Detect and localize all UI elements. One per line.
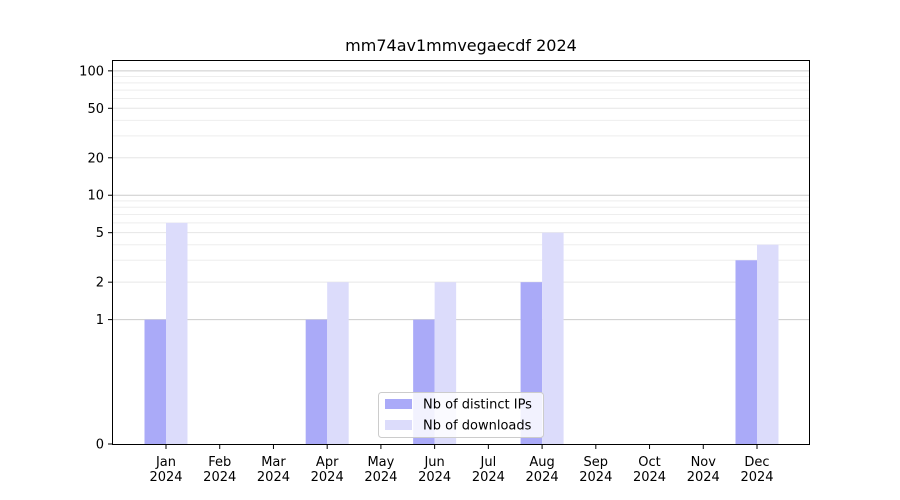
y-tick-label: 10 <box>87 189 104 204</box>
grid-layer <box>113 70 809 321</box>
legend: Nb of distinct IPs Nb of downloads <box>378 392 544 438</box>
x-tick-label-month: Jun <box>423 455 444 470</box>
x-tick-label-month: Oct <box>638 455 660 470</box>
x-tick-label-month: Sep <box>584 455 609 470</box>
legend-box <box>378 392 544 438</box>
bars-layer <box>144 222 779 444</box>
x-tick-label-month: Nov <box>691 455 717 470</box>
y-tick-label: 5 <box>96 226 104 241</box>
legend-label: Nb of downloads <box>423 419 532 434</box>
legend-swatch <box>385 420 412 430</box>
y-tick-label: 20 <box>87 151 104 166</box>
bar-downloads-aug <box>542 232 564 444</box>
x-tick-label-year: 2024 <box>633 470 666 485</box>
x-tick-label-year: 2024 <box>472 470 505 485</box>
y-tick-label: 1 <box>96 313 104 328</box>
x-tick-label-month: Jul <box>480 455 497 470</box>
x-tick-label-month: Feb <box>208 455 231 470</box>
bar-distinct-ips-jan <box>144 319 166 444</box>
x-tick-label-year: 2024 <box>257 470 290 485</box>
x-tick-label-year: 2024 <box>418 470 451 485</box>
x-tick-label-month: Dec <box>744 455 769 470</box>
x-axis: Jan2024Feb2024Mar2024Apr2024May2024Jun20… <box>149 444 774 485</box>
bar-distinct-ips-dec <box>735 260 757 444</box>
x-tick-label-month: Mar <box>261 455 286 470</box>
legend-label: Nb of distinct IPs <box>423 398 532 413</box>
y-tick-label: 2 <box>96 276 104 291</box>
legend-swatch <box>385 399 412 409</box>
bar-distinct-ips-apr <box>305 319 328 444</box>
x-tick-label-year: 2024 <box>687 470 720 485</box>
x-tick-label-month: Jan <box>155 455 176 470</box>
x-tick-label-year: 2024 <box>311 470 344 485</box>
x-tick-label-month: Apr <box>316 455 339 470</box>
plot-frame <box>112 60 810 445</box>
y-tick-label: 50 <box>87 102 104 117</box>
bar-downloads-apr <box>327 282 349 444</box>
y-axis: 0 1 2 5 10 20 50 100 <box>79 64 113 453</box>
x-tick-label-year: 2024 <box>579 470 612 485</box>
x-tick-label-year: 2024 <box>364 470 397 485</box>
chart-title: mm74av1mmvegaecdf 2024 <box>345 36 577 55</box>
y-tick-label: 0 <box>96 438 104 453</box>
x-tick-label-year: 2024 <box>203 470 236 485</box>
x-tick-label-month: May <box>367 455 394 470</box>
y-tick-label: 100 <box>79 64 104 79</box>
bar-downloads-dec <box>757 244 779 444</box>
bar-downloads-jan <box>166 222 188 444</box>
x-tick-label-month: Aug <box>529 455 554 470</box>
x-tick-label-year: 2024 <box>740 470 773 485</box>
x-tick-label-year: 2024 <box>149 470 182 485</box>
x-tick-label-year: 2024 <box>526 470 559 485</box>
